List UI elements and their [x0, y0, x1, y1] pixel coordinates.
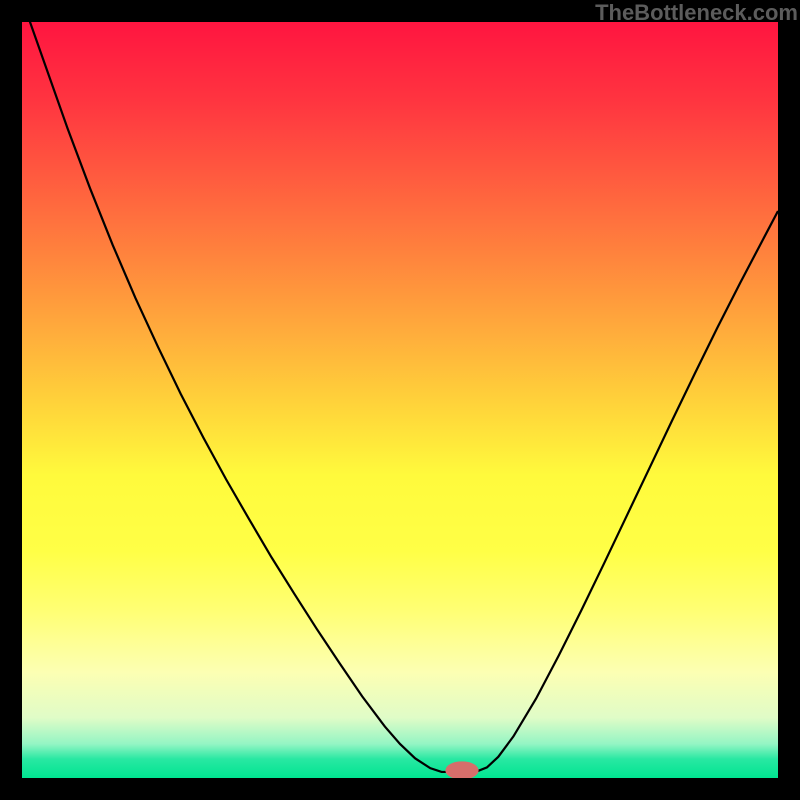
watermark-text: TheBottleneck.com — [595, 0, 798, 26]
curve-layer — [22, 22, 778, 778]
chart-frame: TheBottleneck.com — [0, 0, 800, 800]
bottleneck-curve — [22, 22, 778, 772]
plot-area — [22, 22, 778, 778]
optimal-marker — [445, 761, 478, 778]
